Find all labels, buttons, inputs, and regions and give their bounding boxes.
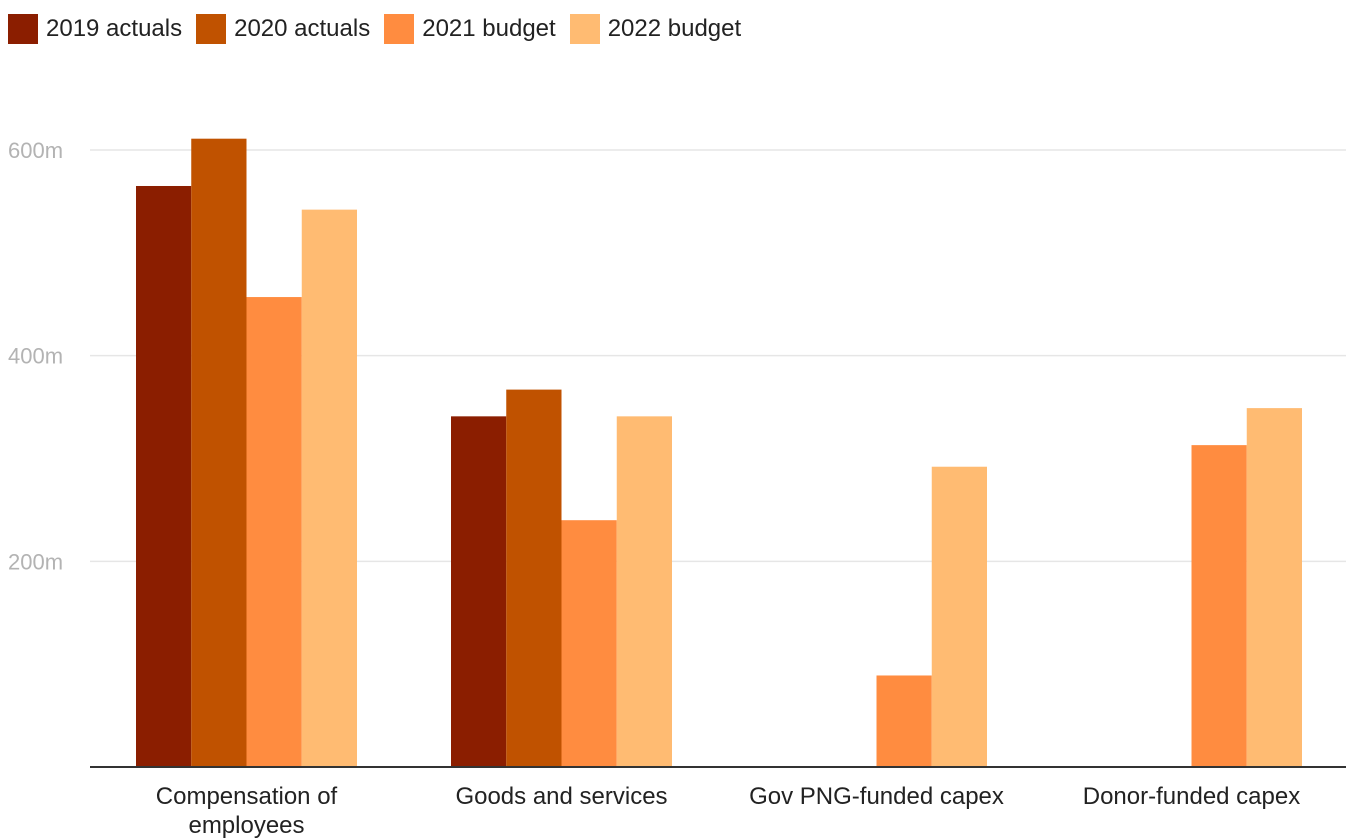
chart-legend: 2019 actuals 2020 actuals 2021 budget 2022 … bbox=[8, 12, 755, 46]
legend-label: 2022 budget bbox=[607, 15, 742, 42]
legend-item: 2022 budget bbox=[569, 14, 742, 44]
bar bbox=[1246, 408, 1302, 767]
x-category-label-line: Gov PNG-funded capex bbox=[749, 783, 1004, 810]
y-tick-label: 400m bbox=[8, 344, 63, 369]
legend-label: 2021 budget bbox=[422, 15, 556, 42]
legend-swatch bbox=[8, 14, 38, 44]
x-category-label-line: employees bbox=[188, 812, 304, 839]
bar bbox=[301, 209, 357, 768]
legend-item: 2019 actuals bbox=[8, 14, 182, 44]
legend-item: 2020 actuals bbox=[196, 14, 370, 44]
bar bbox=[616, 416, 672, 767]
x-category-label-line: Goods and services bbox=[455, 783, 667, 810]
legend-label: 2019 actuals bbox=[46, 15, 183, 42]
bar bbox=[136, 185, 192, 767]
legend-swatch bbox=[384, 14, 415, 44]
bar bbox=[876, 675, 932, 767]
legend-swatch bbox=[196, 14, 227, 44]
y-tick-label: 600m bbox=[8, 138, 63, 163]
legend-item: 2021 budget bbox=[384, 14, 556, 44]
x-category-label: Goods and services bbox=[455, 783, 667, 810]
x-category-label-line: Compensation of bbox=[156, 783, 338, 810]
x-category-label: Compensation of employees bbox=[156, 783, 338, 839]
x-category-label: Donor-funded capex bbox=[1083, 783, 1300, 810]
bar bbox=[506, 389, 562, 767]
bar bbox=[561, 520, 617, 767]
legend-swatch bbox=[569, 14, 600, 44]
bar bbox=[1191, 445, 1247, 767]
x-category-label-line: Donor-funded capex bbox=[1083, 783, 1300, 810]
bar bbox=[191, 138, 247, 767]
bar bbox=[246, 297, 302, 767]
bar bbox=[931, 466, 987, 767]
y-tick-label: 200m bbox=[8, 549, 63, 574]
legend-label: 2020 actuals bbox=[234, 15, 371, 42]
bar bbox=[451, 416, 507, 767]
x-category-label: Gov PNG-funded capex bbox=[749, 783, 1004, 810]
